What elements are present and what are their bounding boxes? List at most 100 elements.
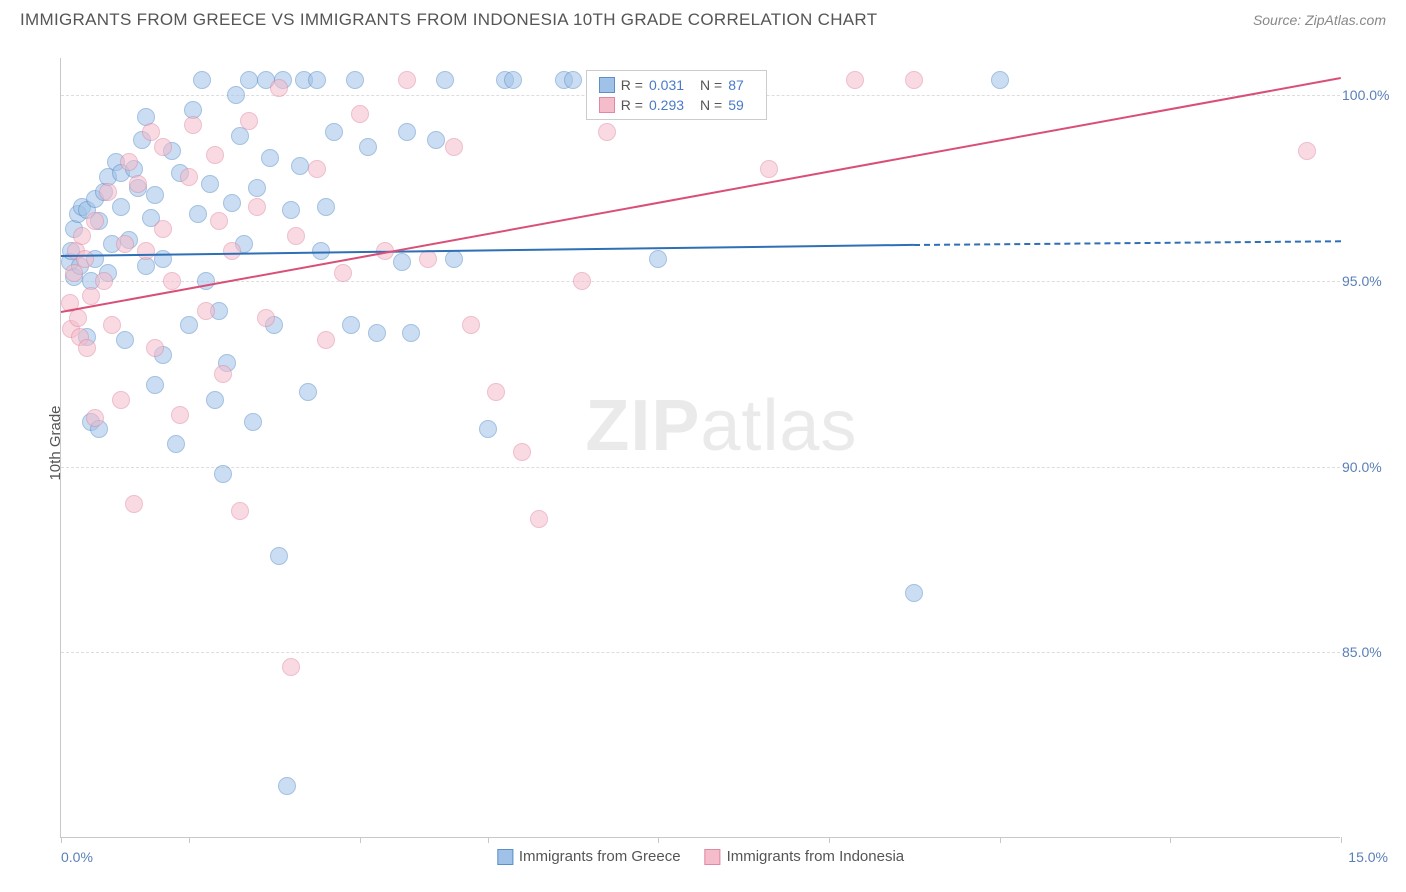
data-point-greece [393, 253, 411, 271]
legend-r-value: 0.031 [649, 77, 684, 93]
data-point-indonesia [86, 409, 104, 427]
data-point-indonesia [82, 287, 100, 305]
data-point-indonesia [513, 443, 531, 461]
x-tick [829, 837, 830, 843]
data-point-indonesia [462, 316, 480, 334]
data-point-greece [991, 71, 1009, 89]
data-point-indonesia [248, 198, 266, 216]
data-point-greece [291, 157, 309, 175]
data-point-indonesia [184, 116, 202, 134]
y-tick-label: 100.0% [1342, 87, 1390, 103]
data-point-indonesia [146, 339, 164, 357]
data-point-indonesia [223, 242, 241, 260]
data-point-indonesia [282, 658, 300, 676]
data-point-indonesia [137, 242, 155, 260]
data-point-greece [167, 435, 185, 453]
data-point-indonesia [142, 123, 160, 141]
legend-swatch-greece [599, 77, 615, 93]
data-point-indonesia [445, 138, 463, 156]
data-point-greece [214, 465, 232, 483]
data-point-greece [240, 71, 258, 89]
legend-label: Immigrants from Greece [519, 848, 681, 865]
y-tick-label: 95.0% [1342, 273, 1390, 289]
data-point-greece [154, 250, 172, 268]
data-point-greece [649, 250, 667, 268]
legend-n-label: N = [700, 97, 722, 113]
data-point-greece [206, 391, 224, 409]
data-point-indonesia [154, 220, 172, 238]
plot-area: ZIPatlas 0.0% 15.0% Immigrants from Gree… [60, 58, 1340, 838]
data-point-indonesia [398, 71, 416, 89]
legend-label: Immigrants from Indonesia [727, 848, 905, 865]
data-point-indonesia [573, 272, 591, 290]
data-point-indonesia [65, 264, 83, 282]
data-point-indonesia [351, 105, 369, 123]
data-point-indonesia [317, 331, 335, 349]
data-point-indonesia [905, 71, 923, 89]
data-point-indonesia [69, 309, 87, 327]
data-point-indonesia [308, 160, 326, 178]
x-axis-max-label: 15.0% [1348, 849, 1388, 865]
data-point-indonesia [116, 235, 134, 253]
data-point-greece [368, 324, 386, 342]
data-point-greece [479, 420, 497, 438]
data-point-indonesia [163, 272, 181, 290]
x-tick [1341, 837, 1342, 843]
gridline [61, 281, 1340, 282]
data-point-greece [445, 250, 463, 268]
data-point-indonesia [154, 138, 172, 156]
data-point-indonesia [760, 160, 778, 178]
data-point-greece [116, 331, 134, 349]
data-point-greece [146, 376, 164, 394]
trend-line-greece-dashed [914, 240, 1341, 246]
data-point-greece [308, 71, 326, 89]
data-point-indonesia [231, 502, 249, 520]
data-point-greece [146, 186, 164, 204]
source-label: Source: ZipAtlas.com [1253, 12, 1386, 28]
data-point-indonesia [129, 175, 147, 193]
data-point-indonesia [95, 272, 113, 290]
data-point-greece [359, 138, 377, 156]
data-point-greece [317, 198, 335, 216]
data-point-indonesia [120, 153, 138, 171]
legend-n-value: 59 [728, 97, 744, 113]
legend-swatch-indonesia [705, 849, 721, 865]
y-tick-label: 90.0% [1342, 459, 1390, 475]
data-point-greece [427, 131, 445, 149]
watermark: ZIPatlas [585, 385, 857, 467]
x-tick [1000, 837, 1001, 843]
data-point-indonesia [112, 391, 130, 409]
trend-line-greece [61, 244, 914, 257]
data-point-indonesia [86, 212, 104, 230]
data-point-indonesia [334, 264, 352, 282]
data-point-greece [278, 777, 296, 795]
x-axis-min-label: 0.0% [61, 849, 93, 865]
data-point-indonesia [487, 383, 505, 401]
data-point-indonesia [99, 183, 117, 201]
data-point-greece [227, 86, 245, 104]
data-point-greece [223, 194, 241, 212]
data-point-greece [325, 123, 343, 141]
bottom-legend: Immigrants from Greece Immigrants from In… [497, 848, 904, 865]
data-point-indonesia [103, 316, 121, 334]
legend-n-value: 87 [728, 77, 744, 93]
data-point-greece [346, 71, 364, 89]
stats-legend: R =0.031N =87R =0.293N =59 [586, 70, 767, 120]
legend-item-greece: Immigrants from Greece [497, 848, 681, 865]
data-point-indonesia [210, 212, 228, 230]
data-point-greece [342, 316, 360, 334]
x-tick [61, 837, 62, 843]
x-tick [189, 837, 190, 843]
data-point-greece [299, 383, 317, 401]
chart-container: 10th Grade ZIPatlas 0.0% 15.0% Immigrant… [60, 48, 1390, 838]
data-point-greece [244, 413, 262, 431]
data-point-indonesia [125, 495, 143, 513]
stats-legend-row-indonesia: R =0.293N =59 [587, 95, 766, 115]
data-point-indonesia [78, 339, 96, 357]
data-point-greece [282, 201, 300, 219]
data-point-greece [436, 71, 454, 89]
data-point-indonesia [197, 302, 215, 320]
legend-swatch-greece [497, 849, 513, 865]
x-tick [360, 837, 361, 843]
data-point-greece [201, 175, 219, 193]
